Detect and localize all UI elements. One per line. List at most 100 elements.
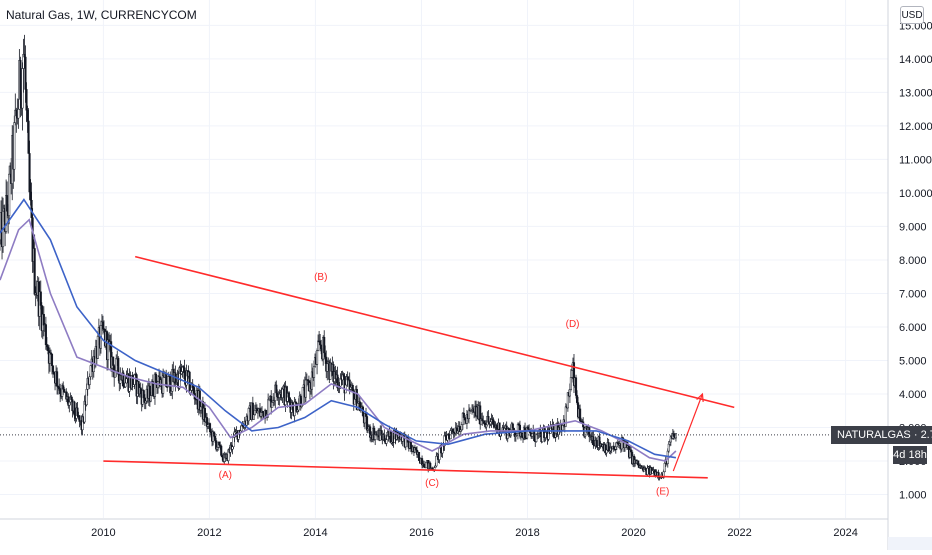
candle-body [489, 421, 492, 425]
arrow-shaft [672, 393, 704, 472]
y-tick-label: 15.000 [899, 20, 932, 32]
candle-body [88, 376, 91, 385]
candle-body [13, 122, 16, 170]
candle-body [276, 392, 279, 398]
candle-body [52, 371, 56, 374]
candle-body [353, 399, 356, 405]
candle-body [29, 191, 32, 201]
candle-body [192, 387, 195, 394]
candle-body [25, 89, 28, 111]
moving-average-line [0, 198, 677, 459]
wave-label: (E) [656, 487, 669, 498]
candle-body [218, 441, 221, 446]
candle-body [259, 412, 263, 417]
candle-body [253, 409, 256, 415]
candle-body [460, 424, 463, 431]
candle-body [6, 195, 9, 212]
candle-body [252, 414, 255, 420]
moving-average-line [0, 218, 677, 462]
arrow-head [696, 392, 704, 403]
candle-body [463, 417, 466, 421]
candle-body [429, 462, 432, 469]
wave-label: (D) [566, 319, 580, 330]
currency-button[interactable]: USD [900, 6, 924, 24]
candle-body [612, 445, 615, 450]
wave-label: (C) [425, 478, 439, 489]
trendlines [103, 255, 735, 479]
candle-body [326, 363, 329, 372]
candle-body [85, 388, 88, 406]
candle-body [30, 199, 33, 218]
candle-body [278, 393, 281, 398]
candle-body [27, 120, 30, 154]
candle-body [45, 344, 48, 348]
trendline [134, 255, 735, 409]
candle-body [568, 389, 571, 397]
wave-labels: (A) (B) (C) (D) (E) [219, 272, 670, 497]
candle-body [275, 384, 278, 394]
candle-body [317, 340, 320, 351]
candle-body [124, 382, 127, 388]
candle-body [579, 408, 582, 422]
x-tick-label: 2016 [409, 527, 433, 539]
y-tick-label: 13.000 [899, 87, 932, 99]
candle-body [667, 443, 670, 452]
candle-body [216, 447, 219, 450]
candle-body [256, 410, 259, 414]
candle-body [451, 428, 454, 433]
candle-body [527, 426, 530, 430]
candle-body [646, 467, 649, 475]
candle-body [674, 433, 677, 439]
candle-body [267, 399, 270, 415]
candle-body [19, 60, 22, 100]
x-tick-label: 2022 [727, 527, 751, 539]
price-separator: · [913, 429, 921, 441]
candle-body [383, 434, 386, 442]
y-tick-label: 1.000 [899, 490, 927, 502]
y-tick-label: 10.000 [899, 188, 932, 200]
candle-body [213, 431, 216, 437]
candle-body [663, 462, 666, 473]
candle-body [8, 173, 11, 216]
candle-body [288, 396, 291, 403]
candle-body [304, 379, 307, 398]
candle-body [492, 419, 495, 426]
candle-body [59, 388, 62, 395]
candle-body [281, 388, 284, 398]
x-tick-label: 2018 [515, 527, 539, 539]
candle-body [389, 429, 392, 443]
y-tick-label: 6.000 [899, 322, 927, 334]
candle-body [462, 412, 465, 418]
candle-body [487, 416, 490, 423]
candle-body [409, 441, 412, 449]
candles [0, 34, 677, 481]
candle-body [125, 378, 128, 384]
candle-body [89, 365, 92, 377]
candle-body [385, 439, 388, 444]
trendline [103, 460, 708, 479]
candle-body [323, 337, 326, 354]
candle-body [541, 429, 544, 442]
candle-body [364, 413, 368, 417]
y-tick-label: 12.000 [899, 121, 932, 133]
candle-body [101, 321, 105, 329]
y-tick-label: 14.000 [899, 54, 932, 66]
candle-body [23, 53, 26, 58]
candle-body [467, 409, 471, 420]
moving-averages [0, 198, 677, 462]
x-tick-label: 2012 [197, 527, 221, 539]
candle-body [592, 436, 595, 446]
candle-body [63, 389, 66, 393]
candle-body [62, 385, 65, 390]
candle-body [206, 424, 210, 427]
x-tick-label: 2024 [833, 527, 857, 539]
candle-body [668, 441, 671, 445]
candle-body [456, 430, 459, 434]
y-tick-label: 7.000 [899, 288, 927, 300]
candle-body [21, 68, 24, 109]
candle-body [293, 401, 296, 416]
candle-body [672, 433, 675, 437]
candle-body [312, 365, 316, 378]
